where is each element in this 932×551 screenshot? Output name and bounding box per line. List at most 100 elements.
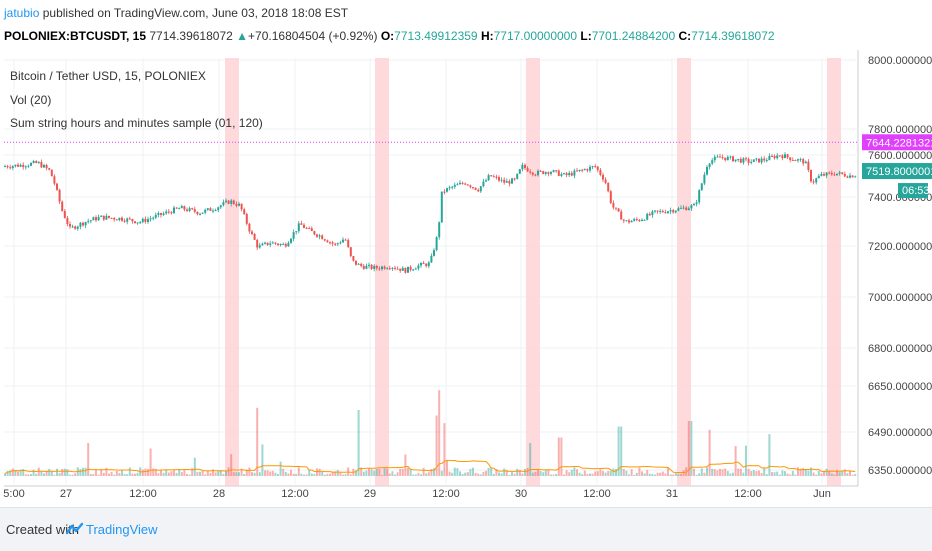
candle-body [773,156,776,159]
candle-body [121,217,123,221]
candle-body [469,185,472,188]
tradingview-brand[interactable]: TradingView [86,522,158,537]
candle-body [329,242,331,244]
created-with-text: Created with [6,522,79,537]
volume-bar [573,467,576,476]
volume-bar [183,469,186,476]
volume-bar [316,468,318,476]
volume-bar [799,468,802,476]
volume-bar [310,473,313,476]
volume-bar [784,471,786,476]
volume-bar [643,473,646,476]
countdown-text: 06:53 [902,185,930,197]
candle-body [500,179,503,181]
candle-body [464,183,467,185]
volume-bar [552,474,555,476]
volume-bar [768,434,771,476]
volume-bar [318,468,321,476]
author-link[interactable]: jatubio [4,6,40,20]
candle-body [32,161,35,163]
candle-body [186,209,188,211]
volume-bar [815,474,818,476]
candle-body [838,172,841,174]
candle-body [841,172,844,174]
volume-bar [542,472,545,476]
volume-bar [664,473,667,476]
candle-body [544,172,547,174]
candle-body [316,234,318,237]
volume-bar [243,474,246,476]
candle-body [739,158,742,163]
candle-body [617,208,620,212]
price-axis[interactable]: 8000.000000007800.000000007600.000000007… [868,55,932,477]
volume-bar [95,470,97,476]
candle-body [149,218,152,220]
volume-bar [300,473,303,476]
volume-bar [830,473,833,476]
candle-body [139,222,142,224]
candle-body [287,242,290,247]
candle-body [802,159,805,164]
candle-body [448,187,451,189]
candle-body [84,221,87,226]
volume-bar [180,472,183,476]
candle-body [487,175,490,181]
volume-bar [719,468,721,476]
price-chart[interactable]: Bitcoin / Tether USD, 15, POLONIEX Vol (… [0,0,932,507]
candle-body [344,239,347,241]
volume-bar [37,467,40,476]
candle-body [719,156,721,158]
volume-bar [331,471,334,476]
candle-body [264,242,266,244]
volume-bar [760,473,763,476]
volume-bar [370,469,373,476]
candle-body [253,233,256,240]
candle-body [230,200,233,204]
volume-bar [443,423,446,476]
candle-body [245,214,248,224]
candle-body [178,208,181,210]
candle-body [162,213,165,215]
legend-series-title: Bitcoin / Tether USD, 15, POLONIEX [10,69,206,83]
candle-body [269,243,272,245]
candle-body [58,189,61,202]
volume-bar [170,471,173,476]
time-axis[interactable]: 5:00 27 12:00 28 12:00 29 12:00 30 12:00 31 12:00 J… [3,488,831,500]
volume-bar [724,468,727,476]
candle-body [635,219,638,221]
candle-body [6,166,9,168]
volume-bar [555,473,558,476]
volume-bar [162,472,165,476]
candle-body [698,190,701,203]
candle-body [583,169,586,171]
volume-bar [188,474,191,476]
volume-bar [594,471,597,476]
volume-bar [448,471,451,476]
volume-bar [92,474,95,476]
close-label: C: [678,29,692,43]
candle-body [396,268,399,270]
volume-bar [539,471,542,476]
volume-bar [209,472,212,476]
candle-body [232,200,235,204]
candle-body [321,235,324,240]
volume-bar [557,437,560,476]
tradingview-logo-icon[interactable] [65,521,84,542]
volume-bar [339,472,342,476]
candle-body [188,208,191,211]
volume-bar [253,472,256,476]
volume-bar [165,469,168,476]
candle-body [661,210,664,213]
volume-bar [27,474,30,476]
candle-body [154,214,157,218]
volume-bar [43,473,45,476]
volume-bar [791,470,794,476]
open-label: O: [380,29,395,43]
volume-bar [654,474,656,476]
volume-bar [235,472,238,476]
volume-bar [789,474,792,476]
candle-body [466,184,469,186]
volume-bar [656,472,659,476]
candle-body [825,172,828,176]
volume-bar [383,468,386,476]
